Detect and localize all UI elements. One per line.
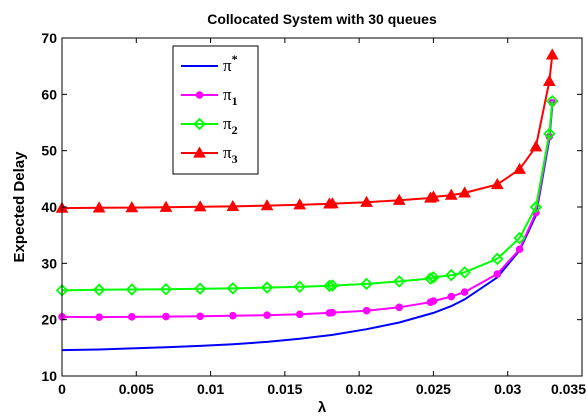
data-point <box>260 281 274 294</box>
data-point <box>458 186 471 198</box>
data-point <box>460 288 469 296</box>
data-point <box>196 312 204 321</box>
y-tick-label: 50 <box>41 143 57 159</box>
legend-label: π3 <box>223 143 238 166</box>
data-point <box>490 177 504 190</box>
x-tick-label: 0.02 <box>346 381 373 397</box>
data-point <box>125 201 139 213</box>
y-tick-label: 20 <box>41 312 57 328</box>
y-tick-label: 70 <box>41 30 57 46</box>
data-point <box>295 310 304 319</box>
legend-entry: π3 <box>181 143 238 166</box>
legend-entry: π1 <box>181 85 238 108</box>
x-tick-label: 0.03 <box>494 381 521 397</box>
data-point <box>444 268 458 282</box>
data-point <box>193 282 207 295</box>
data-point <box>546 94 559 108</box>
x-tick-label: 0.015 <box>267 381 302 397</box>
data-point <box>529 140 543 152</box>
legend-entry: π* <box>181 52 238 75</box>
chart-title: Collocated System with 30 queues <box>207 11 437 27</box>
x-axis-label: λ <box>318 399 327 416</box>
legend: π* π1 π2 π3 <box>172 45 259 175</box>
data-point <box>395 303 404 312</box>
legend-marker <box>193 146 206 158</box>
data-point <box>293 280 306 293</box>
y-tick-label: 30 <box>41 255 57 271</box>
data-point <box>323 279 336 293</box>
data-point <box>427 271 440 284</box>
data-point <box>543 127 556 141</box>
x-tick-label: 0.025 <box>416 381 451 397</box>
data-point <box>458 266 471 279</box>
data-point <box>326 279 339 292</box>
data-point <box>360 277 373 291</box>
y-axis-label: Expected Delay <box>11 151 28 263</box>
x-tick-label: 0.005 <box>119 381 154 397</box>
data-point <box>229 311 237 320</box>
data-point <box>328 308 337 317</box>
data-point <box>515 245 524 254</box>
x-tick-label: 0.035 <box>551 381 586 397</box>
data-point <box>424 272 437 285</box>
legend-entry: π2 <box>181 114 238 137</box>
series-4 <box>55 48 559 213</box>
data-point <box>362 306 371 315</box>
y-tick-label: 40 <box>41 199 57 215</box>
data-point <box>392 275 406 288</box>
data-point <box>128 313 136 321</box>
series-line <box>61 101 554 292</box>
data-point <box>92 201 106 213</box>
legend-label: π1 <box>223 85 238 108</box>
data-point <box>263 311 271 319</box>
data-point <box>226 199 240 212</box>
data-point <box>293 198 307 210</box>
data-point <box>360 195 373 207</box>
data-point <box>447 292 456 301</box>
data-point <box>125 283 139 296</box>
data-point <box>159 282 173 296</box>
series-line <box>61 54 554 210</box>
series-3 <box>55 94 559 297</box>
x-tick-label: 0.01 <box>197 381 224 397</box>
data-point <box>159 200 173 212</box>
data-point <box>95 313 103 321</box>
data-point <box>542 74 556 87</box>
data-point <box>545 48 559 60</box>
x-tick-label: 0 <box>58 381 66 397</box>
data-point <box>260 199 274 211</box>
data-point <box>162 312 170 321</box>
data-point <box>529 200 543 214</box>
data-point <box>513 162 526 174</box>
y-tick-label: 60 <box>41 86 57 102</box>
data-point <box>392 193 406 205</box>
data-point <box>92 283 106 297</box>
legend-label: π* <box>223 52 238 75</box>
data-point <box>491 252 504 266</box>
data-point <box>427 190 440 202</box>
legend-label: π2 <box>223 114 238 137</box>
data-point <box>513 231 526 245</box>
data-point <box>429 297 438 305</box>
legend-marker <box>195 91 204 99</box>
legend-marker <box>193 117 206 131</box>
data-point <box>326 197 339 209</box>
data-point <box>493 270 502 278</box>
data-point <box>226 282 240 295</box>
data-point <box>444 188 458 200</box>
data-point <box>193 200 207 212</box>
y-tick-label: 10 <box>41 368 57 384</box>
